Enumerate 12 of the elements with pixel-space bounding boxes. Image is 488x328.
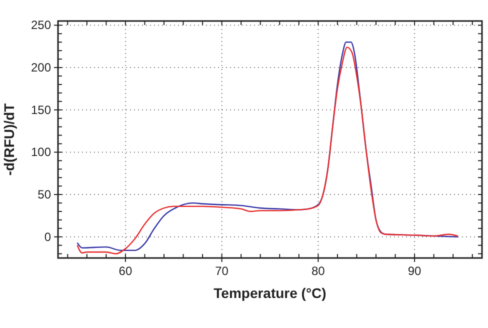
x-tick-label: 90 xyxy=(408,264,422,278)
y-tick-label: 100 xyxy=(30,145,52,160)
y-tick-label: 250 xyxy=(30,18,52,32)
x-tick-label: 80 xyxy=(312,264,326,278)
y-axis-title: -d(RFU)/dT xyxy=(1,102,17,176)
x-tick-label: 70 xyxy=(215,264,229,278)
y-tick-label: 0 xyxy=(44,230,52,244)
y-tick-label: 150 xyxy=(30,102,52,117)
y-tick-label: 50 xyxy=(38,188,52,202)
x-tick-label: 60 xyxy=(118,264,132,278)
y-tick-label: 200 xyxy=(30,60,52,75)
x-axis-title: Temperature (°C) xyxy=(214,285,326,301)
